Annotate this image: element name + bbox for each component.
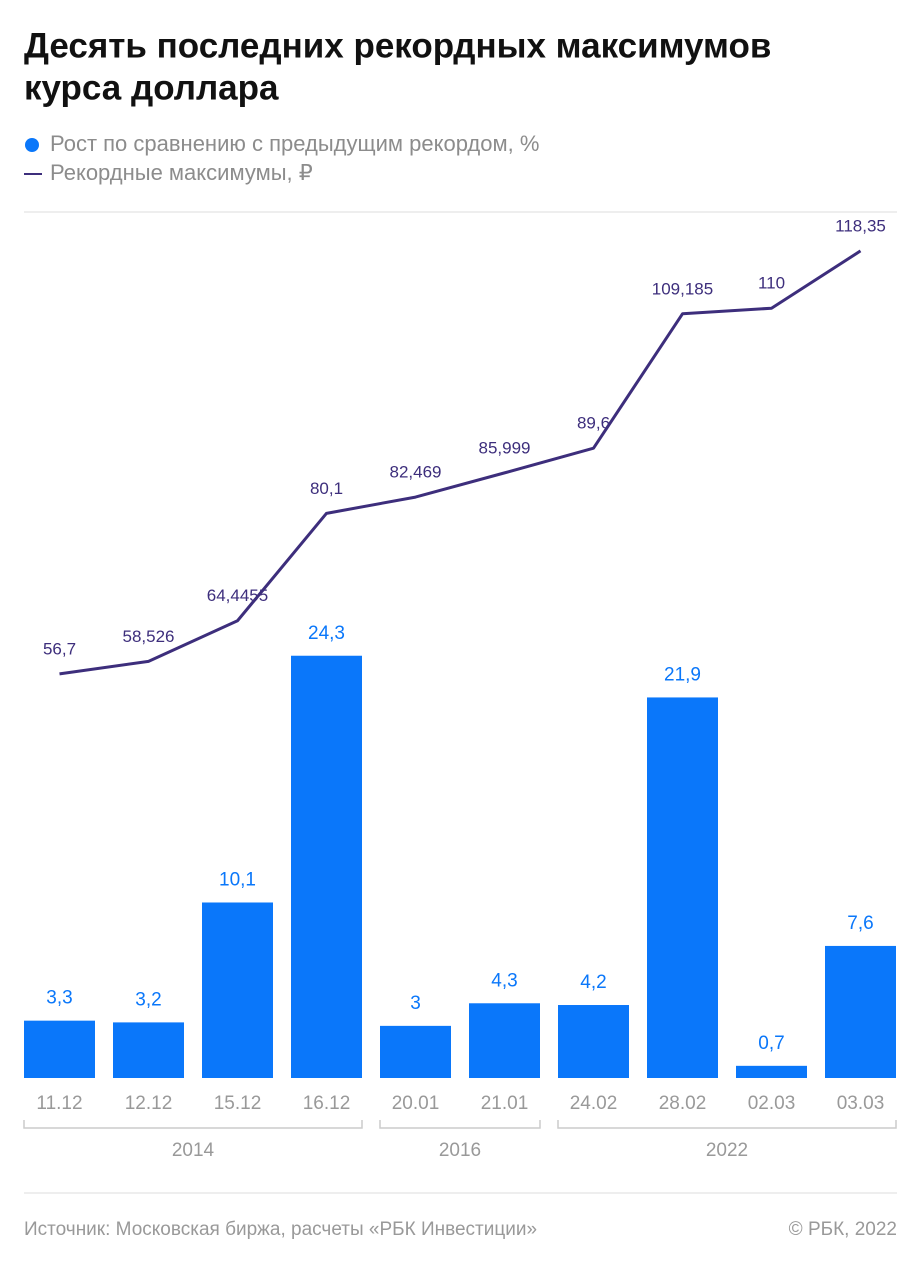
- bar: [380, 1025, 451, 1078]
- data-label: 64,4455: [207, 586, 268, 605]
- data-label: 56,7: [43, 639, 76, 658]
- data-label: 109,185: [652, 279, 713, 298]
- data-label: 80,1: [310, 479, 343, 498]
- group-label: 2016: [439, 1140, 481, 1161]
- bar: [202, 902, 273, 1078]
- bar: [736, 1065, 807, 1078]
- group-bracket: [379, 1120, 541, 1129]
- legend-swatch: [25, 138, 39, 152]
- data-label: 3,2: [135, 989, 161, 1010]
- group-label: 2014: [172, 1140, 215, 1161]
- legend-label: Рекордные максимумы, ₽: [50, 160, 313, 185]
- line: [59, 249, 862, 676]
- bar: [469, 1003, 540, 1078]
- x-tick-label: 15.12: [214, 1093, 262, 1114]
- bar: [647, 697, 718, 1078]
- group-bracket: [557, 1120, 897, 1129]
- data-label: 85,999: [479, 438, 531, 457]
- bar: [825, 945, 896, 1078]
- copyright: © РБК, 2022: [789, 1219, 897, 1240]
- x-tick-label: 16.12: [303, 1093, 351, 1114]
- legend-label: Рост по сравнению с предыдущим рекордом,…: [50, 131, 539, 156]
- x-tick-label: 28.02: [659, 1093, 707, 1114]
- data-label: 58,526: [123, 627, 175, 646]
- data-label: 110: [758, 274, 785, 293]
- data-label: 4,2: [580, 972, 606, 993]
- x-tick-label: 03.03: [837, 1093, 885, 1114]
- bar: [291, 655, 362, 1078]
- data-label: 3: [410, 993, 421, 1014]
- bar: [24, 1020, 95, 1078]
- bar: [113, 1022, 184, 1078]
- x-tick-label: 02.03: [748, 1093, 796, 1114]
- data-label: 7,6: [847, 913, 873, 934]
- chart-title: курса доллара: [24, 68, 279, 107]
- data-label: 0,7: [758, 1033, 784, 1054]
- x-tick-label: 11.12: [36, 1093, 82, 1114]
- group-label: 2022: [706, 1140, 748, 1161]
- chart-title: Десять последних рекордных максимумов: [24, 26, 771, 65]
- bar: [558, 1005, 629, 1078]
- data-label: 10,1: [219, 870, 256, 891]
- data-label: 4,3: [491, 970, 517, 991]
- data-label: 89,6: [577, 414, 610, 433]
- data-label: 82,469: [390, 463, 442, 482]
- source: Источник: Московская биржа, расчеты «РБК…: [24, 1219, 537, 1240]
- data-label: 118,35: [835, 216, 886, 235]
- group-bracket: [23, 1120, 363, 1129]
- data-label: 21,9: [664, 664, 701, 685]
- x-tick-label: 21.01: [481, 1093, 529, 1114]
- x-tick-label: 20.01: [392, 1093, 440, 1114]
- x-tick-label: 12.12: [125, 1093, 173, 1114]
- data-label: 3,3: [46, 988, 72, 1009]
- x-tick-label: 24.02: [570, 1093, 618, 1114]
- data-label: 24,3: [308, 623, 345, 644]
